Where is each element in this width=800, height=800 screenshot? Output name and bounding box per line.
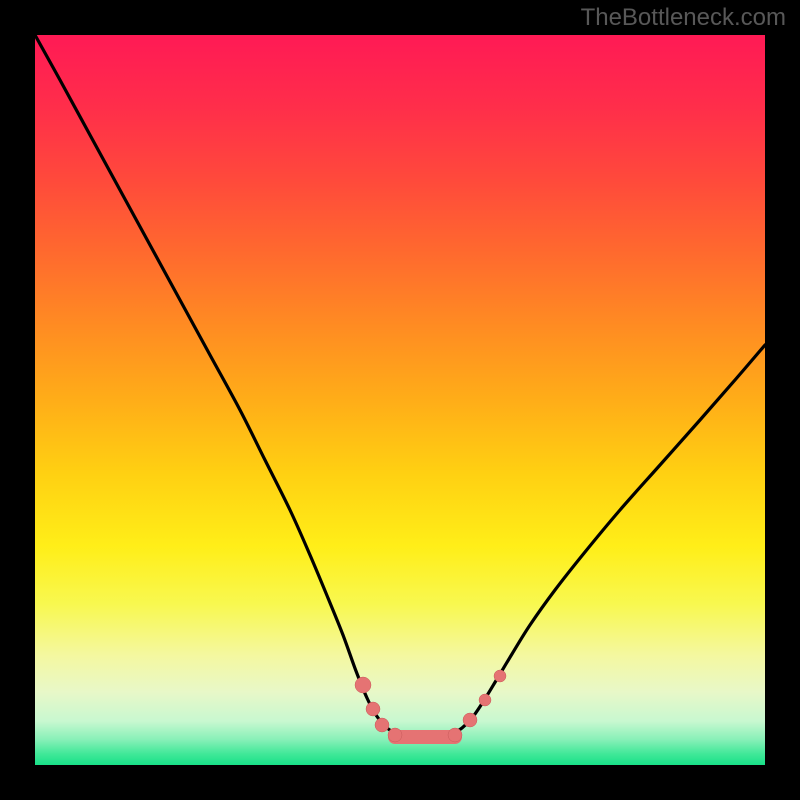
curve-overlay (35, 35, 765, 765)
watermark-text: TheBottleneck.com (581, 4, 786, 32)
chart-frame: TheBottleneck.com (0, 0, 800, 800)
plot-area (35, 35, 765, 765)
